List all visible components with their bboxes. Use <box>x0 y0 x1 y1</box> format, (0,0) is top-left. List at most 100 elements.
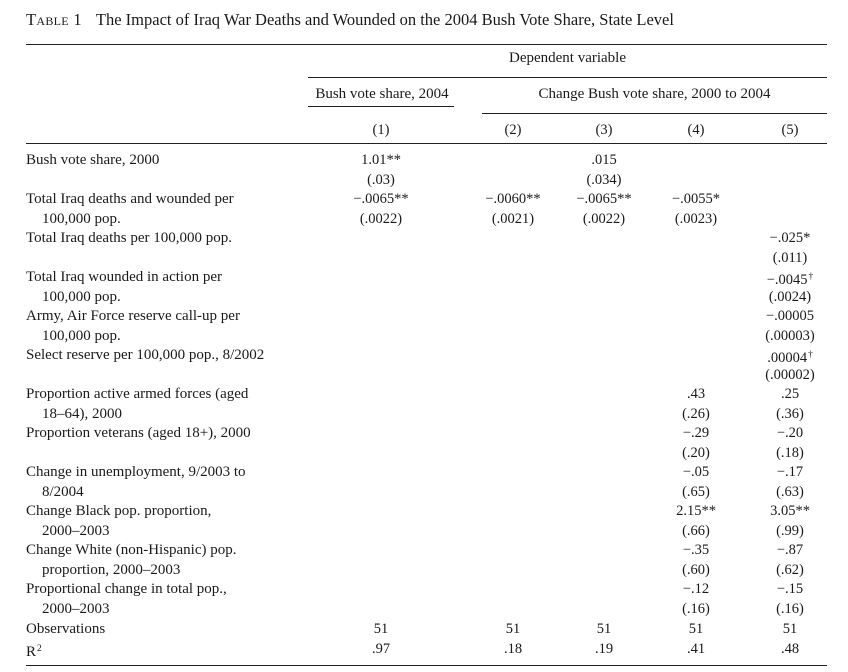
observations-cell: 51 <box>688 621 704 637</box>
standard-error-cell: (.63) <box>776 483 804 500</box>
group-b-rule <box>482 113 827 114</box>
significance-marker: † <box>808 272 814 282</box>
row-label-line2: 2000–2003 <box>42 600 110 617</box>
column-header-2: (2) <box>504 122 522 138</box>
row-label-line1: Proportional change in total pop., <box>26 581 227 597</box>
coefficient-cell: 1.01** <box>341 151 421 171</box>
coefficient-value: −.87 <box>776 542 804 558</box>
r-squared-cell: .48 <box>780 640 800 657</box>
coefficient-cell: −.29 <box>656 424 736 444</box>
coefficient-cell: −.025* <box>750 229 830 249</box>
coefficient-cell: .015 <box>564 151 644 171</box>
coefficient-cell: 3.05** <box>750 502 830 522</box>
standard-error-cell: (.65) <box>682 483 710 500</box>
row-label-line1: Select reserve per 100,000 pop., 8/2002 <box>26 347 265 363</box>
row-label-line2: 100,000 pop. <box>42 210 121 227</box>
significance-marker: ** <box>795 503 810 519</box>
standard-error-cell: (.16) <box>776 600 804 617</box>
row-label: Proportion active armed forces (aged 18–6… <box>26 385 296 424</box>
coefficient-cell: −.0045† <box>750 268 830 291</box>
coefficient-cell: −.0055* <box>656 190 736 210</box>
coefficient-value: −.025 <box>769 230 804 246</box>
r-squared-cell: .18 <box>503 640 523 657</box>
row-label-line2: 100,000 pop. <box>42 327 121 344</box>
column-header-1: (1) <box>372 122 390 138</box>
significance-marker: ** <box>617 191 632 207</box>
coefficient-cell: −.17 <box>750 463 830 483</box>
row-label: Army, Air Force reserve call-up per 100,0… <box>26 307 296 346</box>
coefficient-cell: −.0065** <box>564 190 644 210</box>
table-label: Table 1 <box>26 10 82 29</box>
standard-error-cell: (.0024) <box>768 288 812 305</box>
row-label-line1: Total Iraq deaths and wounded per <box>26 191 234 207</box>
r-squared-cell: .19 <box>594 640 614 657</box>
standard-error-cell: (.66) <box>682 522 710 539</box>
r-squared-letter: R <box>26 643 37 660</box>
coefficient-cell: .25 <box>750 385 830 405</box>
coefficient-cell: 2.15** <box>656 502 736 522</box>
coefficient-value: 1.01 <box>361 152 387 168</box>
coefficient-cell: −.12 <box>656 580 736 600</box>
standard-error-cell: (.36) <box>776 405 804 422</box>
standard-error-cell: (.16) <box>682 600 710 617</box>
standard-error-cell: (.034) <box>586 171 622 188</box>
significance-marker: ** <box>526 191 541 207</box>
observations-cell: 51 <box>373 621 389 637</box>
coefficient-cell: −.20 <box>750 424 830 444</box>
observations-cell: 51 <box>505 621 521 637</box>
dependent-variable-rule <box>308 77 827 78</box>
significance-marker: * <box>803 230 811 246</box>
coefficient-value: −.15 <box>776 581 804 597</box>
coefficient-value: .015 <box>591 152 617 168</box>
row-label-line2: 100,000 pop. <box>42 288 121 305</box>
bottom-rule <box>26 665 827 666</box>
row-label-line1: Change White (non-Hispanic) pop. <box>26 542 237 558</box>
column-header-5: (5) <box>781 122 799 138</box>
coefficient-value: −.0065 <box>353 191 395 207</box>
row-label-line1: Proportion active armed forces (aged <box>26 386 249 402</box>
coefficient-cell: −.87 <box>750 541 830 561</box>
coefficient-value: −.0065 <box>576 191 618 207</box>
coefficient-value: −.0060 <box>485 191 527 207</box>
coefficient-cell: .43 <box>656 385 736 405</box>
coefficient-value: −.20 <box>776 425 804 441</box>
coefficient-value: .43 <box>686 386 706 402</box>
coefficient-value: −.00005 <box>765 308 815 324</box>
significance-marker: † <box>808 350 813 360</box>
coefficient-value: −.0055 <box>671 191 713 207</box>
standard-error-cell: (.011) <box>772 249 808 266</box>
observations-cell: 51 <box>596 621 612 637</box>
group-header-change-bush-vote: Change Bush vote share, 2000 to 2004 <box>538 86 771 102</box>
r-squared-superscript: 2 <box>37 643 42 654</box>
group-a-rule <box>308 106 454 107</box>
row-label-line1: Bush vote share, 2000 <box>26 152 160 168</box>
column-header-3: (3) <box>595 122 613 138</box>
coefficient-value: 2.15 <box>676 503 702 519</box>
group-header-bush-vote-share: Bush vote share, 2004 <box>315 86 449 102</box>
r-squared-cell: .97 <box>371 640 391 657</box>
r-squared-cell: .41 <box>686 640 706 657</box>
row-label-line2: 8/2004 <box>42 483 84 500</box>
standard-error-cell: (.26) <box>682 405 710 422</box>
standard-error-cell: (.0022) <box>582 210 626 227</box>
column-header-4: (4) <box>687 122 705 138</box>
row-label: Change White (non-Hispanic) pop. proporti… <box>26 541 296 580</box>
standard-error-cell: (.18) <box>776 444 804 461</box>
standard-error-cell: (.99) <box>776 522 804 539</box>
coefficient-value: −.0045 <box>766 272 808 288</box>
coefficient-value: −.35 <box>682 542 710 558</box>
row-label-line1: Proportion veterans (aged 18+), 2000 <box>26 425 251 441</box>
row-label: Total Iraq deaths and wounded per 100,000… <box>26 190 296 229</box>
table-caption: Table 1 The Impact of Iraq War Deaths and… <box>26 10 674 30</box>
row-label: Proportional change in total pop., 2000–2… <box>26 580 296 619</box>
row-label: Select reserve per 100,000 pop., 8/2002 <box>26 346 296 366</box>
row-label-line1: Change in unemployment, 9/2003 to <box>26 464 246 480</box>
row-label: Proportion veterans (aged 18+), 2000 <box>26 424 296 444</box>
row-label-line2: 18–64), 2000 <box>42 405 122 422</box>
coefficient-value: .00004 <box>767 350 808 366</box>
standard-error-cell: (.0022) <box>359 210 403 227</box>
row-label-line2: proportion, 2000–2003 <box>42 561 181 578</box>
coefficient-value: 3.05 <box>770 503 796 519</box>
top-rule <box>26 44 827 45</box>
